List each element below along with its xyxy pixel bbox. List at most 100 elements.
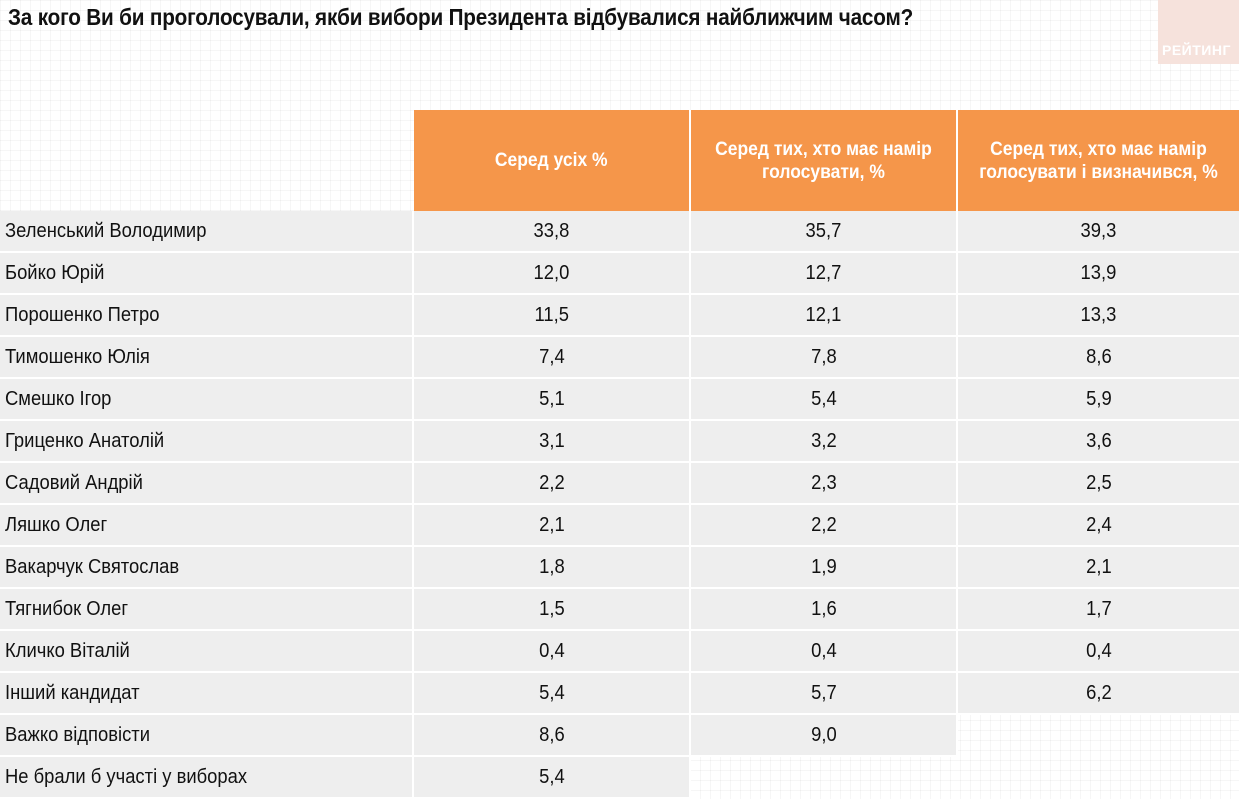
value-cell: 2,3 [691,463,958,505]
value-cell: 12,0 [414,253,691,295]
table-row: Важко відповісти 8,6 9,0 [0,715,1239,757]
value-cell: 5,7 [691,673,958,715]
value-text: 1,7 [1085,597,1112,620]
value-cell: 13,9 [958,253,1239,295]
value-text: 8,6 [538,723,565,746]
value-text: 13,9 [1080,261,1117,284]
value-cell: 0,4 [691,631,958,673]
candidate-name: Не брали б участі у виборах [5,765,248,788]
value-text: 12,7 [805,261,842,284]
table-row: Гриценко Анатолій 3,1 3,2 3,6 [0,421,1239,463]
value-text: 2,2 [538,471,565,494]
brand-logo-box [1158,0,1239,64]
value-cell: 8,6 [958,337,1239,379]
value-text: 0,4 [538,639,565,662]
value-text: 2,3 [810,471,837,494]
candidate-name-cell: Важко відповісти [0,715,414,757]
table-row: Зеленський Володимир 33,8 35,7 39,3 [0,211,1239,253]
candidate-name: Зеленський Володимир [5,219,207,242]
candidate-name: Бойко Юрій [5,261,105,284]
value-cell: 2,1 [414,505,691,547]
value-text: 5,1 [538,387,565,410]
value-cell: 1,5 [414,589,691,631]
candidate-name: Вакарчук Святослав [5,555,180,578]
column-header-all: Серед усіх % [414,110,691,211]
value-cell: 5,4 [414,757,691,799]
value-text: 5,4 [538,681,565,704]
value-text: 2,2 [810,513,837,536]
table-row: Тимошенко Юлія 7,4 7,8 8,6 [0,337,1239,379]
candidate-name-cell: Інший кандидат [0,673,414,715]
value-cell: 1,9 [691,547,958,589]
value-text: 2,1 [1085,555,1112,578]
value-cell: 6,2 [958,673,1239,715]
value-text: 11,5 [534,303,569,326]
candidate-name: Смешко Ігор [5,387,112,410]
table-row: Інший кандидат 5,4 5,7 6,2 [0,673,1239,715]
value-cell: 5,1 [414,379,691,421]
value-text: 1,5 [538,597,565,620]
candidate-name: Кличко Віталій [5,639,130,662]
value-text: 6,2 [1085,681,1112,704]
table-header-row: Серед усіх % Серед тих, хто має намір го… [0,110,1239,211]
value-cell: 2,4 [958,505,1239,547]
candidate-name-cell: Ляшко Олег [0,505,414,547]
candidate-name: Важко відповісти [5,723,150,746]
value-cell: 5,9 [958,379,1239,421]
candidate-name-cell: Кличко Віталій [0,631,414,673]
candidate-name-cell: Не брали б участі у виборах [0,757,414,799]
value-cell: 13,3 [958,295,1239,337]
value-cell: 11,5 [414,295,691,337]
value-text: 33,8 [533,219,570,242]
candidate-name: Порошенко Петро [5,303,160,326]
value-cell: 2,2 [691,505,958,547]
value-cell: 3,1 [414,421,691,463]
value-cell: 12,1 [691,295,958,337]
value-text: 0,4 [810,639,837,662]
table-row: Не брали б участі у виборах 5,4 [0,757,1239,799]
value-text: 0,4 [1085,639,1112,662]
value-text: 7,8 [810,345,837,368]
candidate-name-cell: Порошенко Петро [0,295,414,337]
brand-logo-text: РЕЙТИНГ [1162,42,1231,58]
table-row: Бойко Юрій 12,0 12,7 13,9 [0,253,1239,295]
table-row: Ляшко Олег 2,1 2,2 2,4 [0,505,1239,547]
value-cell: 2,1 [958,547,1239,589]
value-cell: 3,2 [691,421,958,463]
value-text: 12,0 [533,261,570,284]
column-header-decided-label: Серед тих, хто має намір голосувати і ви… [979,138,1218,183]
candidate-name-cell: Бойко Юрій [0,253,414,295]
value-cell: 12,7 [691,253,958,295]
value-text: 3,1 [538,429,565,452]
value-text: 39,3 [1080,219,1117,242]
value-text: 5,7 [810,681,837,704]
column-header-intend-to-vote: Серед тих, хто має намір голосувати, % [691,110,958,211]
value-cell: 39,3 [958,211,1239,253]
value-text: 12,1 [805,303,842,326]
value-cell: 1,7 [958,589,1239,631]
poll-table: Серед усіх % Серед тих, хто має намір го… [0,110,1239,799]
candidate-name-cell: Вакарчук Святослав [0,547,414,589]
column-header-all-label: Серед усіх % [495,150,608,171]
value-text: 1,8 [538,555,565,578]
candidate-name: Гриценко Анатолій [5,429,165,452]
value-text: 1,9 [810,555,837,578]
value-cell: 9,0 [691,715,958,757]
value-text: 2,5 [1085,471,1112,494]
value-text: 5,4 [810,387,837,410]
value-text: 35,7 [805,219,842,242]
value-cell: 0,4 [958,631,1239,673]
candidate-name-cell: Смешко Ігор [0,379,414,421]
value-cell: 1,8 [414,547,691,589]
table-row: Тягнибок Олег 1,5 1,6 1,7 [0,589,1239,631]
value-text: 5,4 [538,765,565,788]
table-row: Смешко Ігор 5,1 5,4 5,9 [0,379,1239,421]
value-cell: 8,6 [414,715,691,757]
column-header-decided: Серед тих, хто має намір голосувати і ви… [958,110,1239,211]
candidate-name: Ляшко Олег [5,513,108,536]
candidate-name-cell: Садовий Андрій [0,463,414,505]
value-text: 8,6 [1085,345,1112,368]
candidate-name: Садовий Андрій [5,471,143,494]
candidate-name-cell: Тимошенко Юлія [0,337,414,379]
candidate-name: Тимошенко Юлія [5,345,150,368]
